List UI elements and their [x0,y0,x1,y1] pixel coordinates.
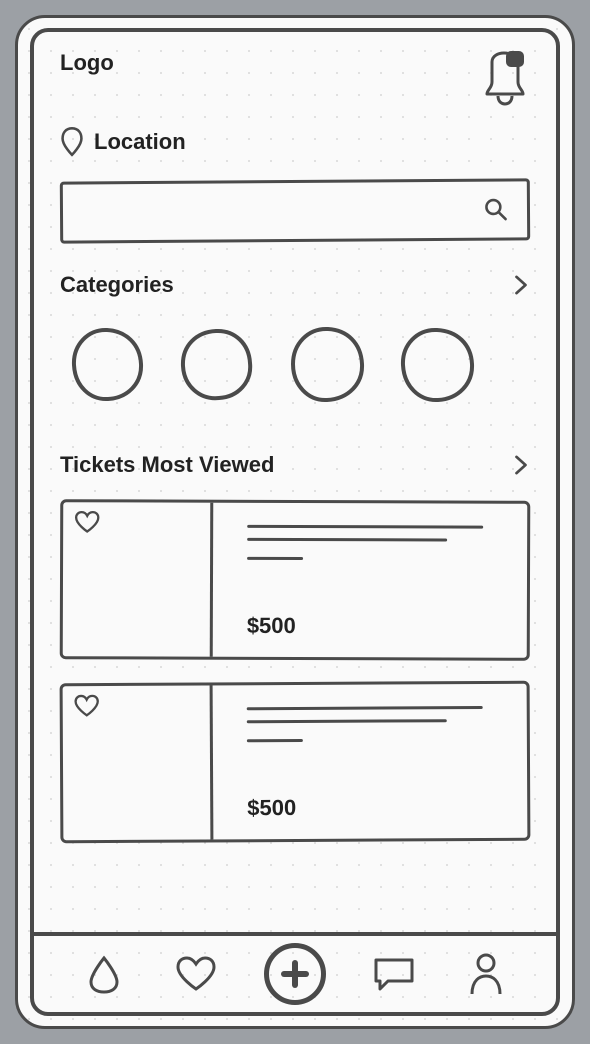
screen-content: Logo Location [34,32,556,932]
text-placeholder [247,525,483,529]
device-frame: Logo Location [15,15,575,1029]
text-placeholder [247,706,483,710]
header-row: Logo [60,50,530,110]
location-label: Location [94,129,186,155]
notifications-button[interactable] [478,50,530,110]
ticket-image-area [63,502,214,657]
category-item[interactable] [66,324,148,406]
location-pin-icon [60,126,84,158]
category-item[interactable] [176,324,258,406]
text-placeholder [247,557,303,560]
ticket-card[interactable]: $500 [60,499,531,661]
chevron-right-icon[interactable] [512,454,530,476]
nav-add[interactable] [264,943,326,1005]
nav-messages[interactable] [370,950,418,998]
heart-icon [174,955,218,993]
ticket-price: $500 [247,794,503,821]
screen-frame: Logo Location [30,28,560,1016]
nav-home[interactable] [80,950,128,998]
chevron-right-icon[interactable] [512,274,530,296]
category-item[interactable] [286,324,368,406]
text-placeholder [247,739,303,742]
ticket-info: $500 [213,684,528,840]
categories-title: Categories [60,272,174,298]
ticket-card[interactable]: $500 [60,681,531,843]
ticket-image-area [63,685,214,840]
text-placeholder [247,538,447,542]
nav-favorites[interactable] [172,950,220,998]
ticket-info: $500 [213,503,528,658]
heart-icon [73,694,101,718]
plus-icon [280,959,310,989]
favorite-button[interactable] [73,510,101,534]
person-icon [468,952,504,996]
text-placeholder [247,719,447,723]
heart-icon [73,510,101,534]
nav-profile[interactable] [462,950,510,998]
ticket-price: $500 [247,613,503,640]
favorite-button[interactable] [73,694,101,718]
search-icon [483,197,509,223]
category-item[interactable] [396,324,478,406]
chat-icon [371,955,417,993]
tickets-title: Tickets Most Viewed [60,452,274,478]
categories-row [60,324,530,406]
tickets-header: Tickets Most Viewed [60,452,530,478]
logo: Logo [60,50,114,76]
drop-icon [84,954,124,994]
location-row[interactable]: Location [60,126,530,158]
categories-header: Categories [60,272,530,298]
search-input[interactable] [60,178,530,243]
bottom-nav [34,932,556,1012]
